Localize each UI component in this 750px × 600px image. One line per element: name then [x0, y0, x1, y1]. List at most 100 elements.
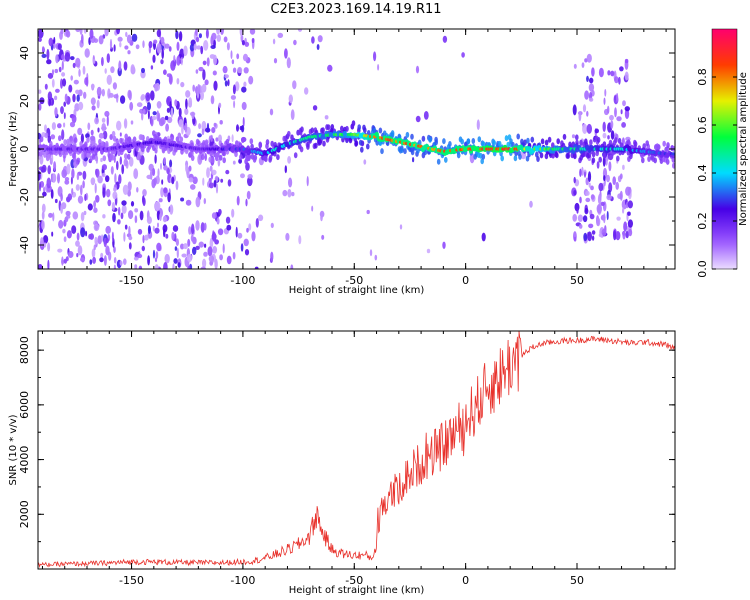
heatmap-cell: [571, 134, 576, 139]
heatmap-cell: [582, 215, 588, 223]
heatmap-cell: [44, 124, 47, 132]
heatmap-cell: [163, 262, 168, 269]
heatmap-cell: [586, 53, 592, 63]
heatmap-cell: [619, 173, 623, 180]
heatmap-cell: [113, 264, 116, 269]
heatmap-cell: [83, 210, 87, 216]
heatmap-cell: [119, 132, 122, 137]
heatmap-cell: [213, 80, 218, 91]
heatmap-cell: [96, 86, 102, 97]
heatmap-cell: [596, 161, 600, 169]
heatmap-cell: [177, 262, 181, 268]
heatmap-cell: [61, 54, 65, 60]
heatmap-cell: [189, 43, 195, 52]
colorbar-ticks: 0.0 0.2 0.4 0.6 0.8: [696, 68, 737, 278]
heatmap-cell: [103, 255, 107, 266]
heatmap-cell: [287, 130, 291, 137]
y-tick-label: -40: [18, 236, 31, 254]
heatmap-cell: [428, 136, 432, 143]
heatmap-cell: [270, 222, 274, 229]
heatmap-cell: [606, 210, 609, 221]
heatmap-cell: [227, 79, 230, 87]
heatmap-cell: [52, 42, 56, 49]
heatmap-cell: [591, 67, 595, 77]
heatmap-cell: [134, 215, 138, 224]
heatmap-cell: [172, 263, 175, 269]
heatmap-cell: [547, 136, 552, 143]
heatmap-cell: [322, 140, 326, 147]
heatmap-cell: [477, 136, 482, 143]
heatmap-cell: [41, 132, 46, 138]
heatmap-cell: [152, 54, 156, 63]
heatmap-cell: [178, 107, 182, 117]
heatmap-cell: [595, 150, 599, 157]
heatmap-cell: [51, 69, 55, 76]
heatmap-cell: [73, 137, 78, 144]
heatmap-cell: [80, 133, 84, 144]
heatmap-cell: [101, 56, 104, 67]
heatmap-cell: [405, 131, 410, 138]
heatmap-cell: [87, 203, 93, 211]
heatmap-cell: [124, 133, 128, 140]
heatmap-cell: [64, 52, 71, 62]
heatmap-cell: [513, 155, 518, 162]
heatmap-cell: [111, 202, 115, 211]
heatmap-cell: [324, 115, 329, 120]
heatmap-cell: [101, 164, 107, 171]
heatmap-cell: [350, 123, 355, 130]
heatmap-cell: [77, 245, 83, 256]
heatmap-cell: [207, 246, 213, 257]
heatmap-cell: [252, 156, 257, 163]
heatmap-cell: [601, 228, 607, 236]
heatmap-cell: [112, 82, 117, 90]
heatmap-cell: [231, 134, 234, 143]
heatmap-cell: [65, 30, 71, 38]
heatmap-cell: [225, 169, 230, 175]
heatmap-cell: [554, 151, 558, 158]
heatmap-cell: [154, 83, 159, 92]
heatmap-cell: [214, 239, 220, 245]
heatmap-cell: [211, 32, 217, 41]
heatmap-cell: [255, 218, 259, 228]
heatmap-cell: [434, 136, 438, 143]
heatmap-cell: [173, 258, 178, 264]
heatmap-cell: [117, 219, 121, 225]
heatmap-cell: [93, 244, 97, 251]
heatmap-cell: [235, 226, 238, 238]
heatmap-cell: [76, 232, 80, 241]
heatmap-cell: [666, 142, 670, 149]
heatmap-cell: [198, 33, 202, 39]
heatmap-cell: [63, 122, 66, 128]
heatmap-cell: [168, 46, 172, 52]
heatmap-cell: [71, 188, 74, 195]
heatmap-cell: [476, 119, 480, 130]
heatmap-cell: [141, 245, 145, 252]
heatmap-cell: [77, 195, 84, 204]
heatmap-cell: [38, 37, 42, 42]
heatmap-cell: [146, 174, 152, 180]
heatmap-cell: [306, 143, 310, 150]
heatmap-cell: [141, 111, 144, 121]
heatmap-cell: [245, 198, 248, 207]
heatmap-cell: [203, 251, 208, 257]
heatmap-cell: [399, 224, 403, 230]
heatmap-cell: [627, 219, 634, 228]
heatmap-cell: [258, 214, 264, 222]
heatmap-cell: [219, 120, 223, 125]
heatmap-cell: [121, 164, 125, 175]
heatmap-cell: [412, 157, 415, 163]
heatmap-cell: [160, 36, 165, 45]
heatmap-cell: [586, 75, 589, 82]
heatmap-cell: [213, 54, 217, 66]
heatmap-cell: [57, 248, 63, 253]
heatmap-cell: [195, 29, 198, 36]
heatmap-cell: [197, 84, 201, 95]
heatmap-cell: [204, 243, 207, 248]
heatmap-cell: [223, 36, 228, 43]
heatmap-cell: [608, 161, 612, 172]
heatmap-cell: [602, 156, 606, 167]
heatmap-cell: [157, 222, 159, 228]
heatmap-cell: [137, 228, 143, 235]
heatmap-cell: [598, 182, 604, 192]
heatmap-cell: [62, 228, 66, 234]
